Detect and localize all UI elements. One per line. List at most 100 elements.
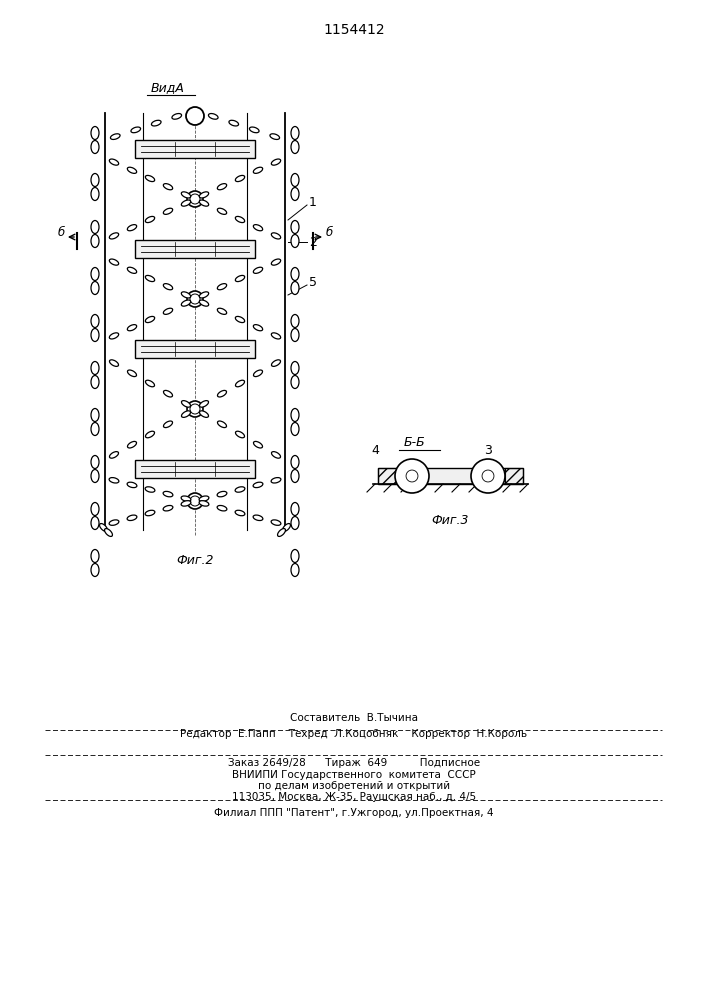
- Text: 3: 3: [484, 444, 492, 456]
- Ellipse shape: [91, 267, 99, 280]
- Ellipse shape: [253, 482, 263, 488]
- Ellipse shape: [199, 300, 209, 306]
- Ellipse shape: [209, 114, 218, 119]
- Ellipse shape: [181, 496, 191, 501]
- Ellipse shape: [91, 422, 99, 436]
- Ellipse shape: [145, 510, 155, 516]
- Ellipse shape: [235, 487, 245, 492]
- Circle shape: [190, 496, 200, 506]
- Ellipse shape: [91, 456, 99, 468]
- Ellipse shape: [151, 120, 161, 126]
- Text: б: б: [325, 227, 332, 239]
- Ellipse shape: [291, 564, 299, 576]
- Ellipse shape: [271, 333, 281, 339]
- Ellipse shape: [254, 441, 262, 448]
- Ellipse shape: [235, 275, 245, 282]
- Ellipse shape: [271, 360, 281, 366]
- Ellipse shape: [235, 510, 245, 516]
- Ellipse shape: [91, 470, 99, 483]
- Ellipse shape: [127, 482, 137, 488]
- Ellipse shape: [235, 431, 245, 438]
- Ellipse shape: [163, 390, 173, 397]
- Ellipse shape: [270, 134, 279, 139]
- Ellipse shape: [127, 267, 136, 273]
- Ellipse shape: [146, 380, 155, 387]
- Ellipse shape: [181, 192, 191, 198]
- Text: ВидА: ВидА: [151, 82, 185, 95]
- Ellipse shape: [291, 456, 299, 468]
- Ellipse shape: [181, 200, 191, 206]
- Ellipse shape: [199, 292, 209, 298]
- Ellipse shape: [291, 550, 299, 562]
- Bar: [378, 468, 396, 484]
- Ellipse shape: [253, 167, 263, 173]
- Ellipse shape: [291, 126, 299, 139]
- Text: 4: 4: [371, 444, 379, 456]
- Ellipse shape: [105, 529, 112, 536]
- Ellipse shape: [91, 234, 99, 247]
- Ellipse shape: [199, 200, 209, 206]
- Ellipse shape: [145, 487, 155, 492]
- Bar: [505, 468, 523, 484]
- Ellipse shape: [271, 233, 281, 239]
- Ellipse shape: [218, 390, 226, 397]
- Ellipse shape: [146, 431, 155, 438]
- Ellipse shape: [91, 328, 99, 342]
- Ellipse shape: [291, 234, 299, 247]
- Ellipse shape: [91, 550, 99, 562]
- Ellipse shape: [163, 491, 173, 497]
- Ellipse shape: [163, 421, 173, 428]
- Ellipse shape: [110, 333, 119, 339]
- Ellipse shape: [146, 175, 155, 182]
- Circle shape: [190, 294, 200, 304]
- Ellipse shape: [253, 225, 263, 231]
- Ellipse shape: [291, 470, 299, 483]
- Text: ВНИИПИ Государственного  комитета  СССР: ВНИИПИ Государственного комитета СССР: [232, 770, 476, 780]
- Bar: [135, 240, 255, 258]
- Circle shape: [482, 470, 494, 482]
- Ellipse shape: [199, 501, 209, 506]
- Ellipse shape: [217, 491, 227, 497]
- Ellipse shape: [91, 221, 99, 233]
- Circle shape: [395, 459, 429, 493]
- Ellipse shape: [109, 478, 119, 483]
- Text: 113035, Москва, Ж-35, Раушская наб., д. 4/5: 113035, Москва, Ж-35, Раушская наб., д. …: [232, 792, 476, 802]
- Ellipse shape: [91, 188, 99, 200]
- Ellipse shape: [91, 361, 99, 374]
- Circle shape: [190, 194, 200, 204]
- Ellipse shape: [199, 411, 209, 417]
- Ellipse shape: [291, 408, 299, 422]
- Text: Фиг.3: Фиг.3: [431, 514, 469, 526]
- Ellipse shape: [217, 505, 227, 511]
- Ellipse shape: [127, 515, 137, 521]
- Ellipse shape: [271, 520, 281, 525]
- Ellipse shape: [127, 225, 136, 231]
- Circle shape: [471, 459, 505, 493]
- Ellipse shape: [182, 411, 190, 417]
- Ellipse shape: [146, 216, 155, 223]
- Circle shape: [187, 291, 203, 307]
- Ellipse shape: [127, 370, 136, 377]
- Ellipse shape: [218, 421, 226, 428]
- Ellipse shape: [110, 259, 119, 265]
- Ellipse shape: [181, 300, 191, 306]
- Circle shape: [187, 191, 203, 207]
- Ellipse shape: [291, 314, 299, 328]
- Ellipse shape: [91, 174, 99, 186]
- Ellipse shape: [110, 233, 119, 239]
- Ellipse shape: [291, 140, 299, 153]
- Ellipse shape: [91, 375, 99, 388]
- Ellipse shape: [91, 564, 99, 576]
- Ellipse shape: [163, 505, 173, 511]
- Ellipse shape: [110, 159, 119, 165]
- Bar: [378, 468, 523, 484]
- Ellipse shape: [100, 524, 107, 531]
- Ellipse shape: [271, 478, 281, 483]
- Text: Заказ 2649/28      Тираж  649          Подписное: Заказ 2649/28 Тираж 649 Подписное: [228, 758, 480, 768]
- Ellipse shape: [127, 441, 136, 448]
- Ellipse shape: [182, 401, 190, 407]
- Bar: [135, 460, 255, 478]
- Text: Б-Б: Б-Б: [404, 436, 426, 450]
- Text: 1: 1: [309, 196, 317, 210]
- Ellipse shape: [199, 192, 209, 198]
